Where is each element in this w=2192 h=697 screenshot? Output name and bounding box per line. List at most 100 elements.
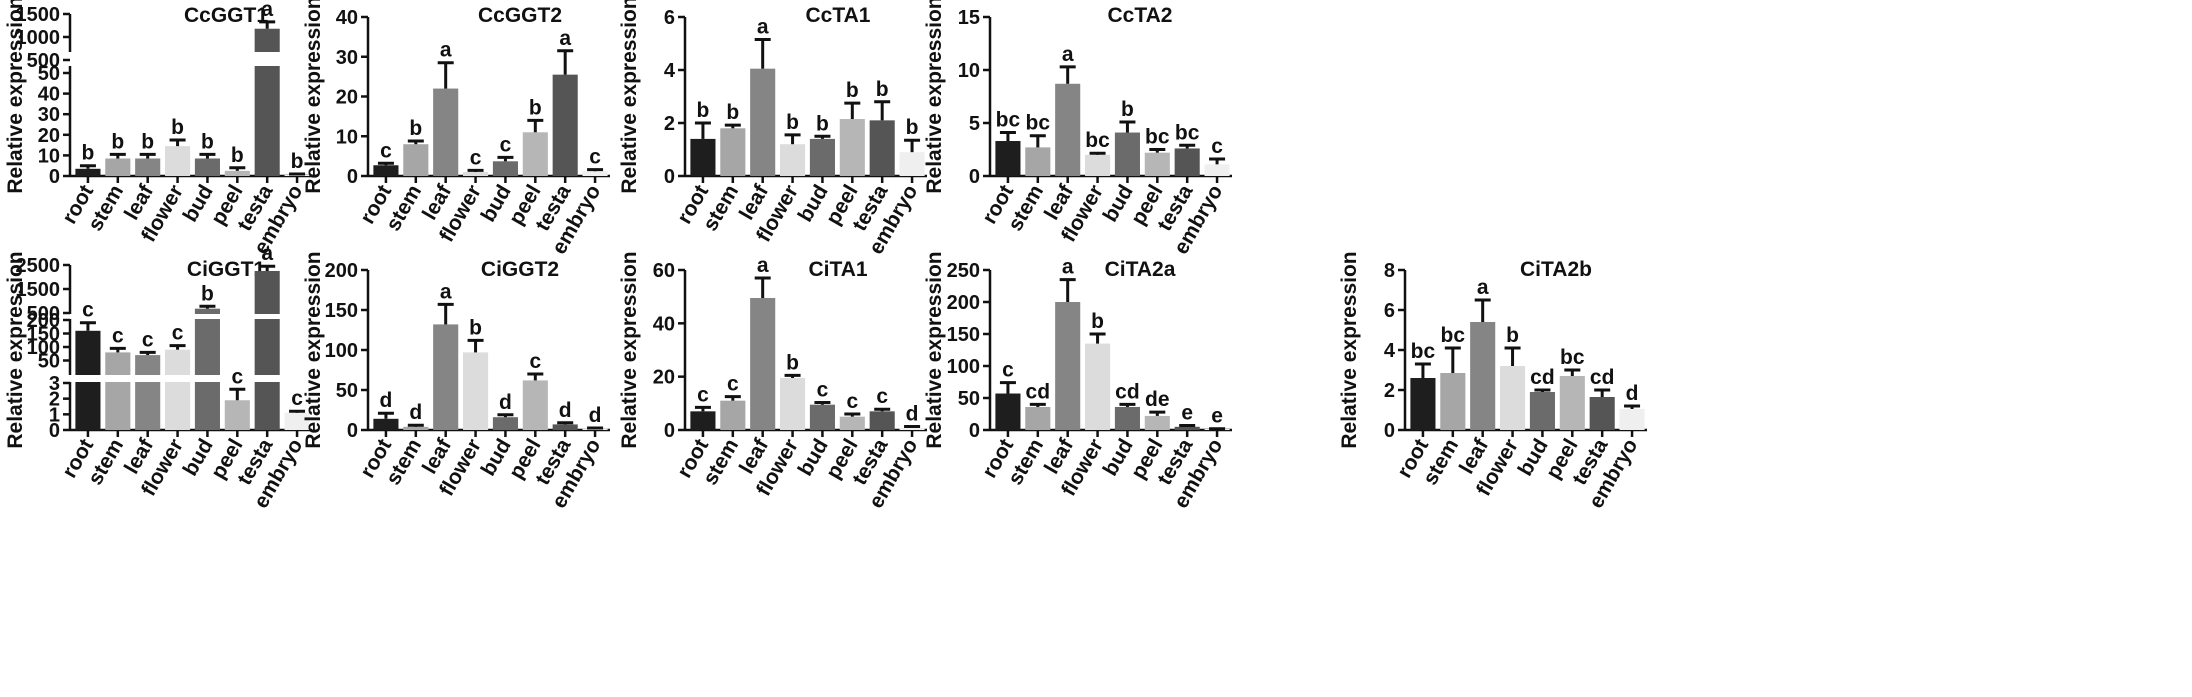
axis-break-gap: [193, 375, 221, 382]
significance-letter: b: [171, 116, 184, 139]
panel-ciggt1: Relative expression CiGGT1 012350100150200…: [4, 242, 312, 512]
significance-letter: c: [817, 379, 829, 402]
significance-letter: b: [82, 142, 95, 165]
y-tick-label: 0: [49, 166, 60, 188]
y-tick-label: 1500: [16, 279, 61, 301]
y-tick-label: 1500: [16, 4, 61, 26]
significance-letter: b: [231, 144, 244, 167]
y-tick-label: 30: [38, 104, 60, 126]
bar-bud: [1114, 406, 1140, 430]
y-tick-label: 5: [969, 113, 980, 135]
axis-break-gap: [104, 375, 132, 382]
significance-letter: c: [291, 387, 303, 410]
significance-letter: b: [141, 130, 154, 153]
significance-letter: b: [1506, 324, 1519, 347]
y-tick-label: 20: [38, 125, 60, 147]
y-tick-label: 8: [1384, 260, 1395, 282]
significance-letter: a: [1062, 43, 1074, 66]
significance-letter: c: [727, 373, 739, 396]
bar-testa: [254, 271, 280, 430]
y-axis-label: Relative expression: [923, 0, 946, 194]
significance-letter: b: [1121, 98, 1134, 121]
bar-bud: [1529, 392, 1555, 430]
significance-letter: bc: [1026, 112, 1051, 135]
bar-leaf: [1470, 322, 1496, 430]
bar-testa: [1589, 397, 1615, 430]
significance-letter: c: [231, 365, 243, 388]
chart-title: CcTA2: [1108, 4, 1173, 27]
bar-embryo: [284, 412, 310, 430]
significance-letter: a: [440, 39, 452, 62]
significance-letter: c: [876, 385, 888, 408]
panel-ccggt1: Relative expression CcGGT1010203040505001…: [4, 0, 312, 258]
y-tick-label: 200: [27, 310, 60, 332]
bar-bud: [194, 158, 220, 176]
bar-testa: [869, 120, 895, 176]
chart-title: CiTA1: [808, 258, 867, 281]
axis-break-gap: [134, 375, 162, 382]
bar-flower: [463, 172, 489, 176]
significance-letter: b: [906, 116, 919, 139]
bar-peel: [1559, 376, 1585, 430]
chart-title: CcTA1: [806, 4, 871, 27]
y-axis-label: Relative expression: [923, 251, 946, 448]
panel-cita1: Relative expression CiTA10204060crootcste…: [618, 251, 927, 512]
bar-stem: [403, 426, 429, 430]
y-tick-label: 10: [958, 60, 980, 82]
bar-root: [690, 411, 716, 430]
y-axis-label: Relative expression: [4, 251, 27, 448]
bar-embryo: [1204, 164, 1230, 176]
y-axis-label: Relative expression: [618, 0, 641, 194]
y-tick-label: 20: [653, 367, 675, 389]
chart-title: CiTA2a: [1105, 258, 1176, 281]
significance-letter: b: [201, 130, 214, 153]
significance-letter: b: [726, 101, 739, 124]
significance-letter: d: [906, 403, 919, 426]
significance-letter: d: [1626, 382, 1639, 405]
y-tick-label: 200: [947, 292, 980, 314]
y-tick-label: 50: [38, 63, 60, 85]
y-tick-label: 20: [336, 87, 358, 109]
y-tick-label: 0: [664, 166, 675, 188]
significance-letter: b: [786, 351, 799, 374]
y-tick-label: 0: [969, 166, 980, 188]
significance-letter: b: [111, 130, 124, 153]
significance-letter: a: [1477, 276, 1489, 299]
bar-stem: [1440, 373, 1466, 430]
bar-leaf: [750, 68, 776, 176]
significance-letter: cd: [1026, 380, 1051, 403]
significance-letter: bc: [1085, 129, 1110, 152]
significance-letter: b: [816, 112, 829, 135]
y-tick-label: 60: [653, 260, 675, 282]
significance-letter: cd: [1590, 366, 1615, 389]
bar-bud: [809, 404, 835, 430]
significance-letter: d: [499, 391, 512, 414]
bar-peel: [224, 400, 250, 430]
y-tick-label: 4: [1384, 340, 1396, 362]
significance-letter: bc: [1560, 346, 1585, 369]
significance-letter: c: [380, 139, 392, 162]
significance-letter: b: [786, 111, 799, 134]
bar-stem: [105, 158, 131, 176]
bar-embryo: [1619, 409, 1645, 430]
bar-flower: [1085, 343, 1111, 430]
significance-letter: de: [1145, 388, 1170, 411]
significance-letter: a: [440, 280, 452, 303]
bar-root: [75, 168, 101, 176]
y-tick-label: 30: [336, 47, 358, 69]
y-axis-label: Relative expression: [302, 251, 325, 448]
y-axis-label: Relative expression: [618, 251, 641, 448]
y-axis-label: Relative expression: [4, 0, 27, 194]
bar-stem: [720, 400, 746, 430]
y-tick-label: 2: [49, 389, 60, 411]
y-tick-label: 150: [947, 324, 980, 346]
significance-letter: bc: [1175, 121, 1200, 144]
bar-bud: [809, 138, 835, 176]
significance-letter: e: [1181, 402, 1193, 425]
panel-ciggt2: Relative expression CiGGT2050100150200dro…: [302, 251, 610, 512]
significance-letter: c: [112, 324, 124, 347]
panel-cita2a: Relative expression CiTA2a 0 50 100 150 200 250…: [923, 251, 1232, 512]
significance-letter: d: [409, 401, 422, 424]
significance-letter: b: [1091, 310, 1104, 333]
